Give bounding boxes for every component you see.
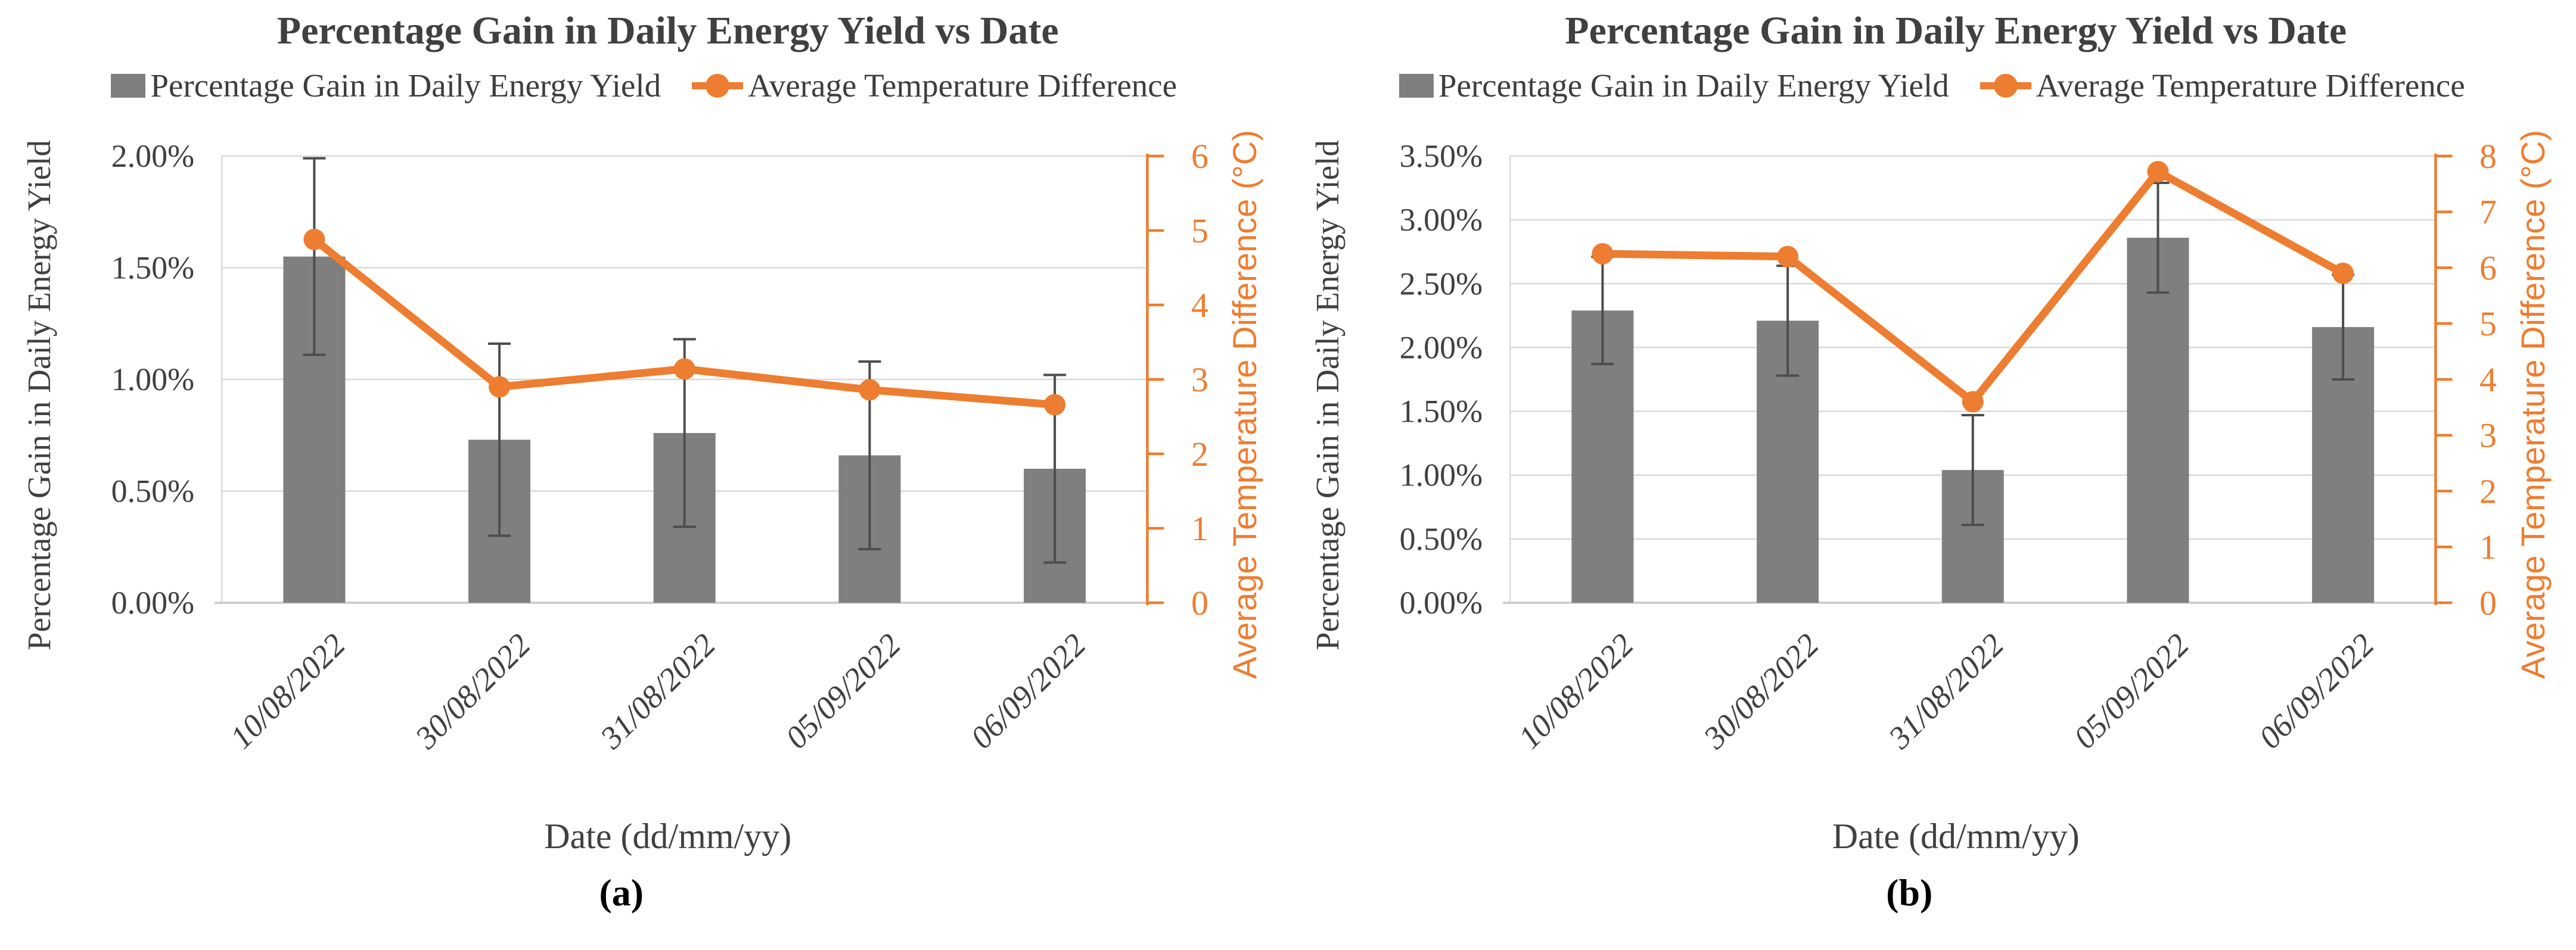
chart-panel-a: 0.00% 0.50% 1.00% 1.50% 2.00% 0 1 2 3 4 5 6 10/08/20… xyxy=(0,9,1288,914)
temperature-point xyxy=(1776,245,1798,267)
y-right-tick-label: 7 xyxy=(2479,193,2496,232)
temperature-point xyxy=(673,358,695,380)
legend-item-percentage-gain: Percentage Gain in Daily Energy Yield xyxy=(111,67,661,104)
subfigure-caption-a: (a) xyxy=(599,871,644,914)
bar-series-swatch-icon xyxy=(1399,73,1434,98)
legend-item-temperature: Average Temperature Difference xyxy=(692,67,1177,104)
temperature-point xyxy=(303,229,325,250)
x-tick-label: 05/09/2022 xyxy=(779,627,908,755)
y-right-axis-title: Average Temperature Difference (°C) xyxy=(2513,130,2552,679)
x-tick-label: 05/09/2022 xyxy=(2067,627,2195,755)
y-left-tick-label: 1.00% xyxy=(111,362,195,397)
x-tick-label: 10/08/2022 xyxy=(223,627,352,755)
y-left-tick-label: 3.50% xyxy=(1399,138,1483,174)
chart-title: Percentage Gain in Daily Energy Yield vs… xyxy=(1565,9,2347,52)
x-tick-label: 30/08/2022 xyxy=(1696,627,1825,756)
y-left-tick-label: 0.00% xyxy=(111,585,195,621)
temperature-point xyxy=(1044,394,1066,416)
y-left-tick-label: 1.50% xyxy=(1399,394,1483,429)
legend-label: Percentage Gain in Daily Energy Yield xyxy=(150,67,661,104)
plot-area: 0.00% 0.50% 1.00% 1.50% 2.00% 2.50% 3.00% 3.50%… xyxy=(1399,137,2496,756)
legend-item-percentage-gain: Percentage Gain in Daily Energy Yield xyxy=(1399,67,1949,104)
y-left-tick-label: 2.00% xyxy=(111,138,195,174)
temperature-point xyxy=(2146,161,2168,183)
y-right-tick-label: 0 xyxy=(2479,584,2496,622)
legend-label: Percentage Gain in Daily Energy Yield xyxy=(1438,67,1949,104)
temperature-line xyxy=(1598,167,2347,406)
y-left-tick-label: 2.50% xyxy=(1399,266,1483,301)
plot-area: 0.00% 0.50% 1.00% 1.50% 2.00% 0 1 2 3 4 5 6 10/08/20… xyxy=(111,137,1208,756)
y-right-tick-label: 1 xyxy=(1191,509,1208,548)
y-right-tick-label: 6 xyxy=(2479,249,2496,288)
temperature-point xyxy=(489,376,511,398)
legend: Percentage Gain in Daily Energy Yield Av… xyxy=(1288,67,2576,104)
y-right-tick-label: 6 xyxy=(1191,137,1208,176)
y-left-tick-label: 1.00% xyxy=(1399,457,1483,493)
y-right-tick-label: 3 xyxy=(1191,360,1208,399)
temperature-point xyxy=(859,379,881,401)
temperature-point xyxy=(2332,262,2354,284)
temperature-point xyxy=(1962,391,1984,413)
chart-panel-b: 0.00% 0.50% 1.00% 1.50% 2.00% 2.50% 3.00% 3.50%… xyxy=(1288,0,2576,950)
legend-label: Average Temperature Difference xyxy=(748,67,1177,104)
y-right-tick-label: 5 xyxy=(2479,304,2496,343)
line-series-marker-icon xyxy=(692,73,744,99)
subfigure-caption-b: (b) xyxy=(1886,871,1933,914)
y-right-tick-label: 2 xyxy=(1191,435,1208,474)
x-tick-label: 10/08/2022 xyxy=(1511,627,1640,755)
x-tick-label: 06/09/2022 xyxy=(964,627,1092,755)
legend-item-temperature: Average Temperature Difference xyxy=(1980,67,2465,104)
x-tick-label: 31/08/2022 xyxy=(593,627,722,756)
y-right-tick-label: 4 xyxy=(1191,286,1208,325)
bar xyxy=(2126,238,2189,603)
y-left-tick-label: 1.50% xyxy=(111,250,195,286)
bar-series-swatch-icon xyxy=(111,73,146,98)
y-left-tick-label: 3.00% xyxy=(1399,202,1483,238)
y-left-tick-label: 0.00% xyxy=(1399,585,1483,621)
y-left-axis-title: Percentage Gain in Daily Energy Yield xyxy=(1309,140,1346,650)
temperature-point xyxy=(1591,243,1613,265)
y-left-axis-title: Percentage Gain in Daily Energy Yield xyxy=(21,140,57,650)
y-right-axis-title: Average Temperature Difference (°C) xyxy=(1226,130,1263,679)
x-axis-title: Date (dd/mm/yy) xyxy=(544,817,792,856)
y-right-tick-label: 0 xyxy=(1191,584,1208,622)
line-series-marker-icon xyxy=(1980,73,2031,99)
y-right-tick-label: 3 xyxy=(2479,416,2496,455)
y-right-tick-label: 2 xyxy=(2479,472,2496,511)
x-tick-label: 30/08/2022 xyxy=(408,627,537,756)
y-right-tick-label: 5 xyxy=(1191,211,1208,250)
y-right-tick-label: 4 xyxy=(2479,360,2496,399)
x-axis-title: Date (dd/mm/yy) xyxy=(1832,817,2080,856)
chart-title: Percentage Gain in Daily Energy Yield vs… xyxy=(276,9,1059,52)
y-left-tick-label: 2.00% xyxy=(1399,329,1483,365)
legend-label: Average Temperature Difference xyxy=(2036,67,2465,104)
y-left-tick-label: 0.50% xyxy=(1399,521,1483,557)
y-right-tick-label: 1 xyxy=(2479,528,2496,566)
legend: Percentage Gain in Daily Energy Yield Av… xyxy=(0,67,1288,104)
y-left-tick-label: 0.50% xyxy=(111,474,195,509)
x-tick-label: 31/08/2022 xyxy=(1881,627,2011,756)
x-tick-label: 06/09/2022 xyxy=(2252,627,2381,755)
y-right-tick-label: 8 xyxy=(2479,137,2496,176)
